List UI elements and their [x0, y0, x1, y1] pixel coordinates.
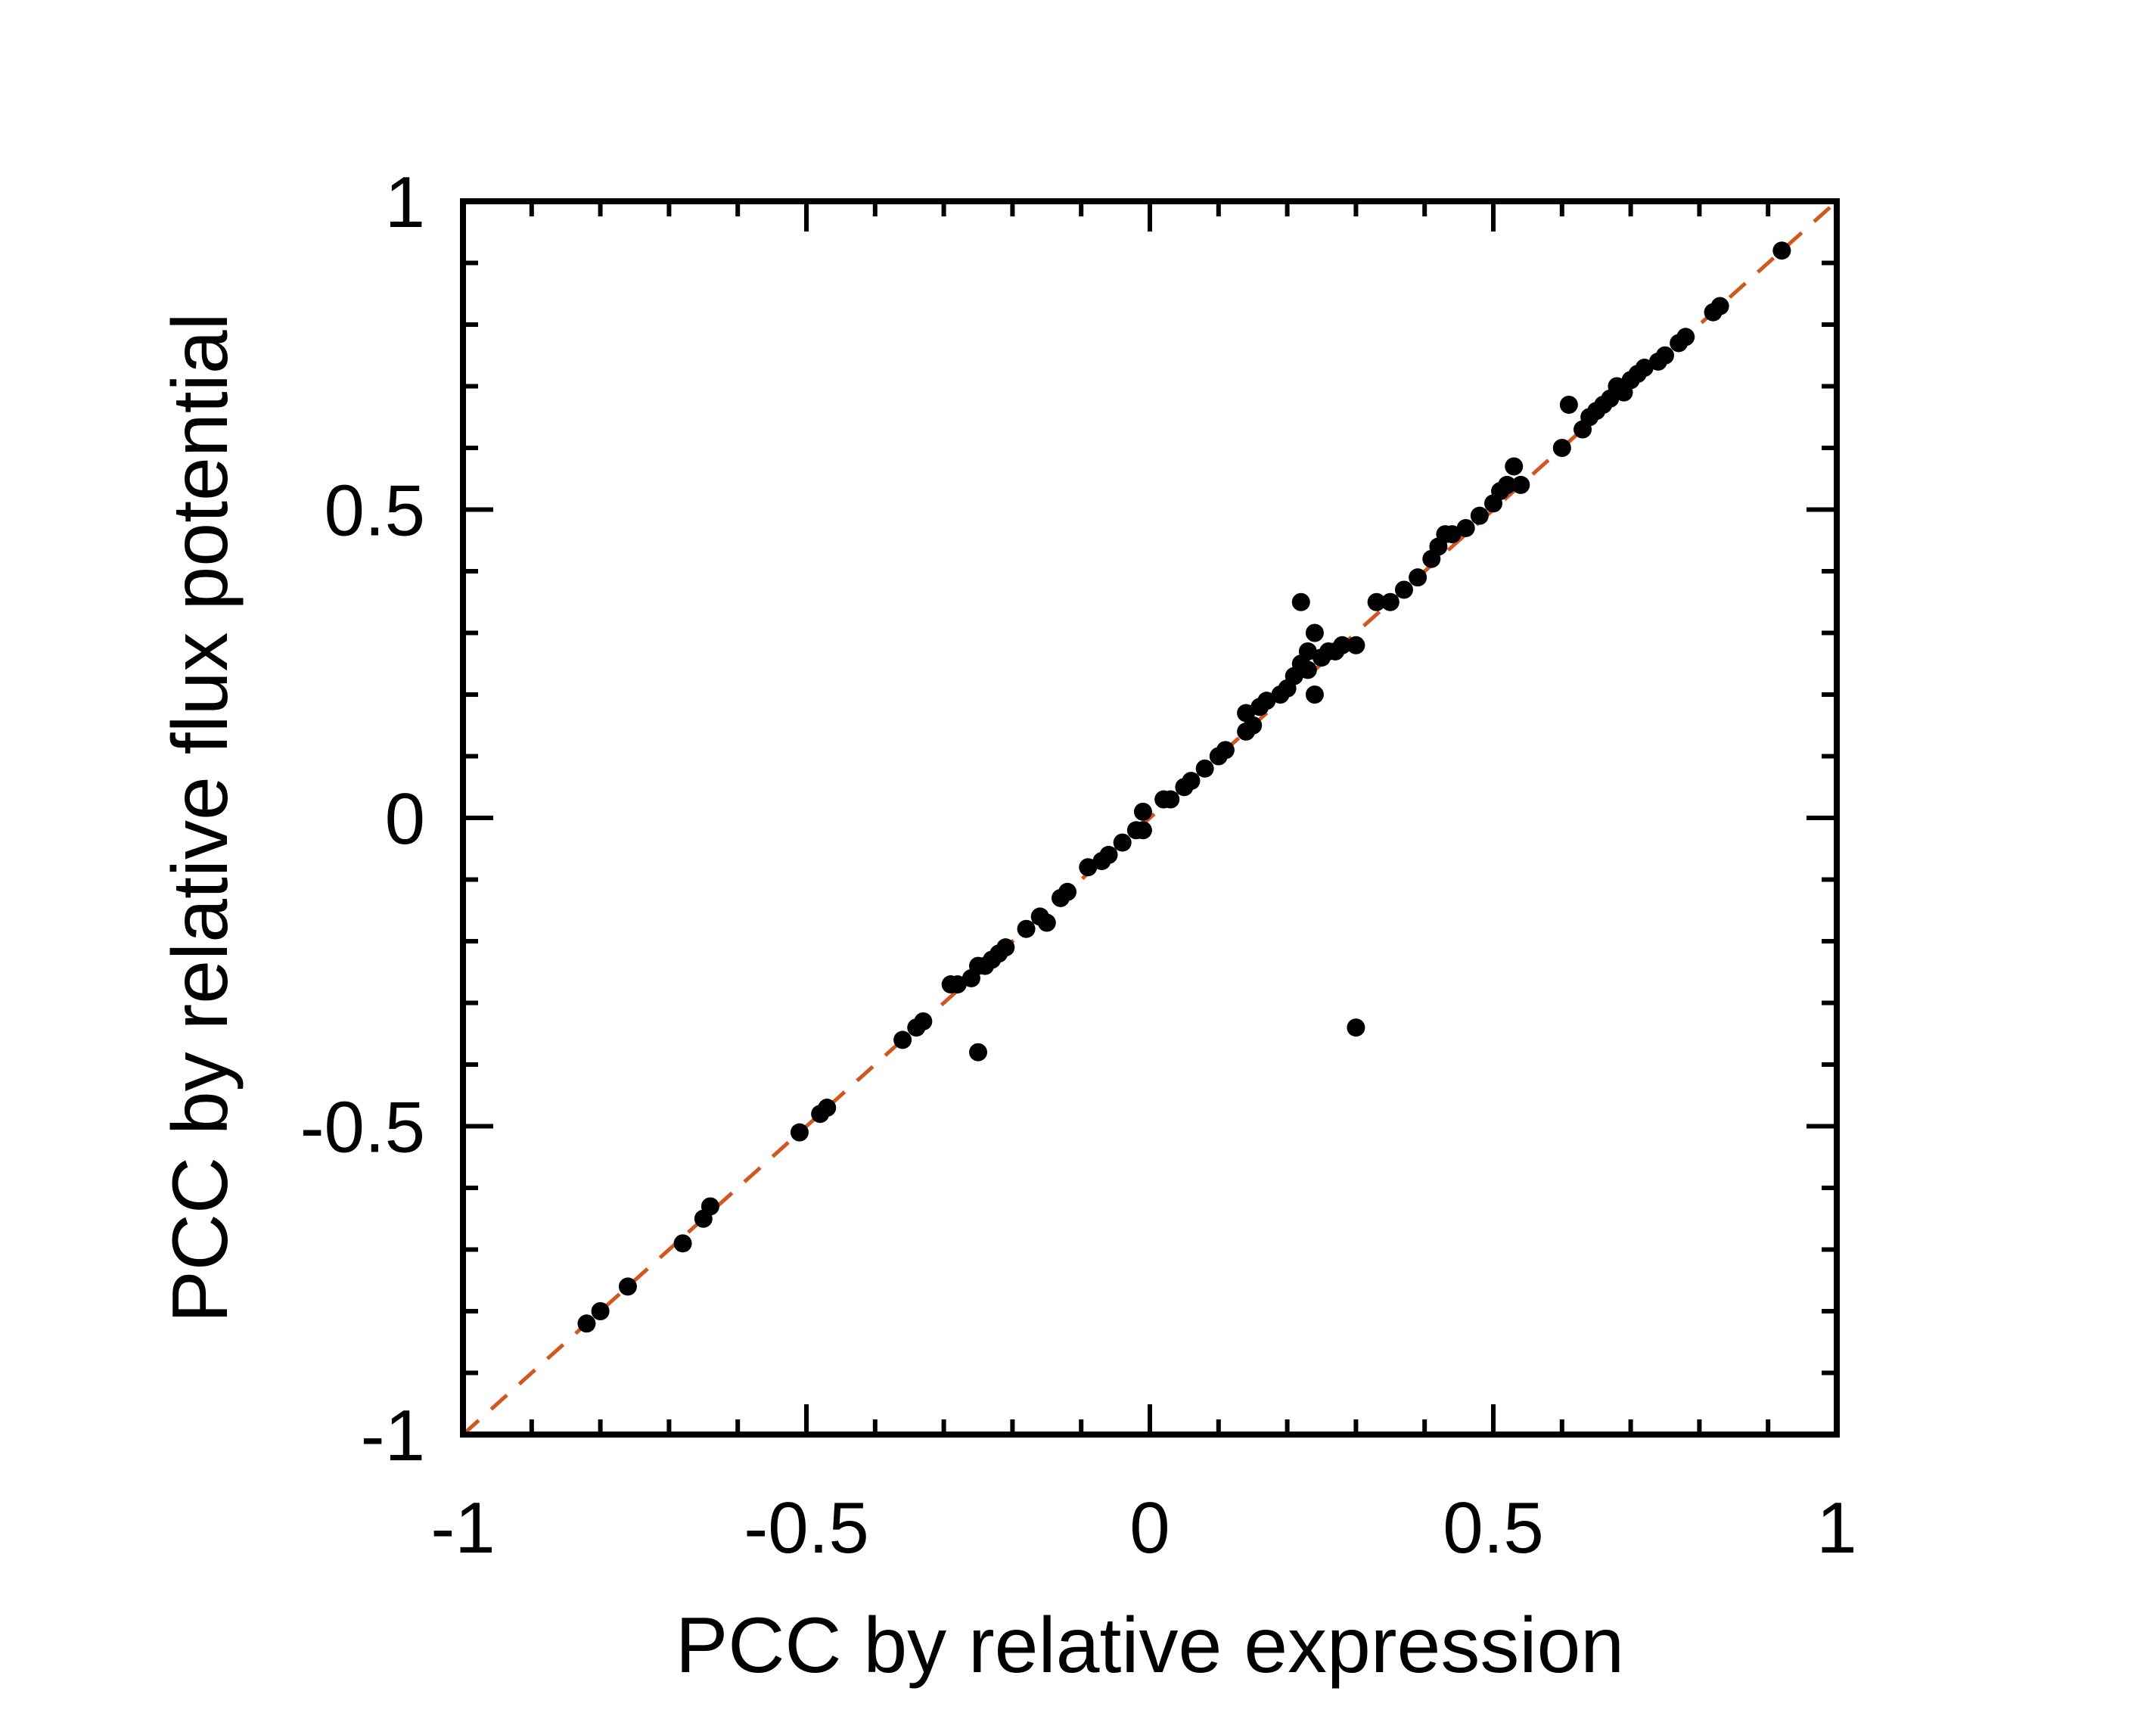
data-point	[1422, 549, 1441, 568]
data-point	[1305, 623, 1324, 642]
data-point	[1175, 778, 1194, 797]
data-point	[1552, 439, 1571, 457]
data-point	[1394, 580, 1413, 599]
plot-frame	[460, 198, 1840, 1438]
data-point	[577, 1314, 596, 1333]
x-tick-label: 0.5	[1443, 1488, 1543, 1568]
data-point	[1051, 888, 1070, 907]
data-point	[962, 968, 980, 987]
data-point	[1271, 685, 1290, 704]
data-point	[1126, 821, 1145, 840]
x-tick-label: 1	[1816, 1488, 1856, 1568]
data-points-layer	[577, 241, 1791, 1333]
data-point	[1367, 592, 1386, 611]
data-point	[1559, 395, 1578, 414]
data-point	[1772, 241, 1791, 260]
data-point	[907, 1018, 926, 1037]
data-point	[1298, 661, 1317, 679]
data-point	[1237, 722, 1256, 741]
data-point	[591, 1302, 610, 1320]
data-point	[1209, 747, 1228, 766]
data-point	[1409, 568, 1427, 587]
data-point	[969, 1043, 987, 1062]
data-point	[1305, 685, 1324, 704]
data-point	[1648, 352, 1667, 371]
data-point	[1092, 852, 1111, 871]
data-point	[1381, 592, 1400, 611]
x-tick-label: -0.5	[744, 1488, 868, 1568]
data-point	[1511, 475, 1530, 494]
data-point	[1484, 494, 1502, 513]
data-point	[1017, 919, 1036, 938]
y-tick-label: 1	[385, 162, 425, 243]
data-point	[790, 1123, 809, 1142]
data-point	[673, 1234, 692, 1253]
data-point	[1574, 420, 1592, 439]
data-point	[1313, 648, 1331, 667]
data-point	[1614, 383, 1633, 402]
data-point	[1347, 636, 1365, 654]
data-point	[1250, 698, 1269, 717]
data-point	[1113, 833, 1132, 852]
x-tick-label: 0	[1129, 1488, 1170, 1568]
data-point	[1347, 1018, 1365, 1037]
data-point	[1079, 858, 1098, 877]
tick-labels-layer: -1 -0.5 0 0.5 1 -1 -0.5 0 0.5 1	[300, 162, 1857, 1568]
data-point	[811, 1105, 830, 1124]
data-point	[1670, 334, 1688, 353]
data-point	[1470, 506, 1489, 525]
y-tick-label: 0.5	[325, 471, 425, 552]
y-axis-title: PCC by relative flux potential	[157, 312, 244, 1323]
data-point	[1133, 802, 1152, 821]
data-point	[694, 1209, 713, 1228]
y-tick-label: -1	[361, 1395, 425, 1476]
y-tick-label: 0	[385, 779, 425, 860]
data-point	[1505, 457, 1524, 476]
data-point	[1195, 759, 1214, 778]
data-point	[618, 1277, 637, 1296]
data-point	[893, 1031, 912, 1049]
x-axis-title: PCC by relative expression	[676, 1602, 1624, 1690]
data-point	[1154, 790, 1173, 809]
data-point	[1291, 592, 1310, 611]
data-point	[941, 975, 960, 994]
data-point	[1030, 907, 1049, 926]
x-tick-label: -1	[430, 1488, 495, 1568]
reference-line-layer	[461, 200, 1838, 1436]
y-tick-label: -0.5	[300, 1087, 425, 1168]
data-point	[1456, 518, 1475, 537]
data-point	[1704, 303, 1723, 322]
reference-diagonal-line	[461, 200, 1838, 1436]
